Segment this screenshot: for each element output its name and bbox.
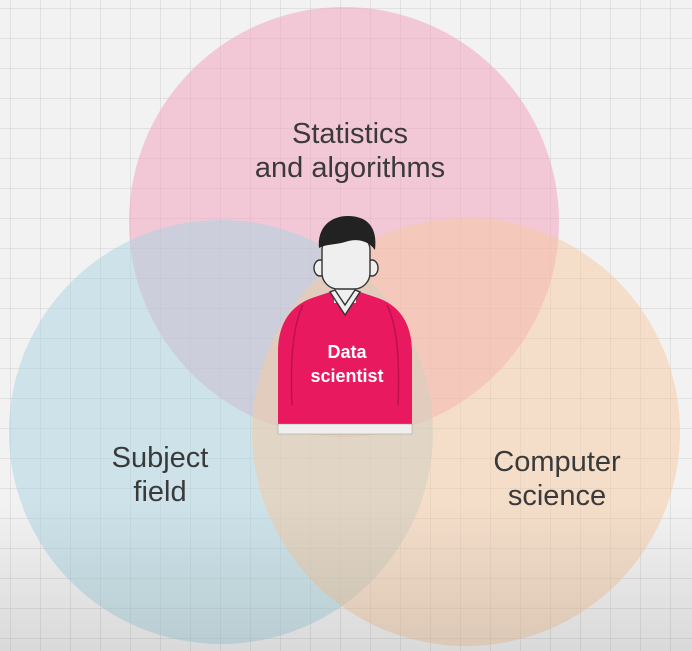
- data-scientist-label: Data scientist: [283, 340, 411, 388]
- hair-shape: [318, 216, 376, 250]
- subject-field-label: Subject field: [80, 441, 240, 509]
- computer-science-label-line-2: science: [507, 480, 607, 512]
- subject-field-label-line-1: Subject: [111, 442, 209, 474]
- computer-science-label: Computer science: [462, 445, 652, 513]
- data-scientist-icon: [277, 216, 413, 435]
- shirt-band: [277, 423, 413, 435]
- statistics-label: Statistics and algorithms: [220, 117, 480, 185]
- shirt-shape: [278, 292, 412, 426]
- subject-field-label-line-2: field: [133, 476, 187, 508]
- computer-science-label-line-1: Computer: [493, 446, 621, 478]
- statistics-label-line-2: and algorithms: [254, 152, 446, 184]
- data-scientist-label-line-1: Data: [327, 342, 367, 362]
- collar-shape: [328, 289, 362, 317]
- statistics-label-line-1: Statistics: [291, 118, 409, 150]
- data-scientist-label-line-2: scientist: [310, 366, 384, 386]
- left-sleeve-line: [290, 304, 304, 406]
- right-sleeve-line: [386, 304, 400, 406]
